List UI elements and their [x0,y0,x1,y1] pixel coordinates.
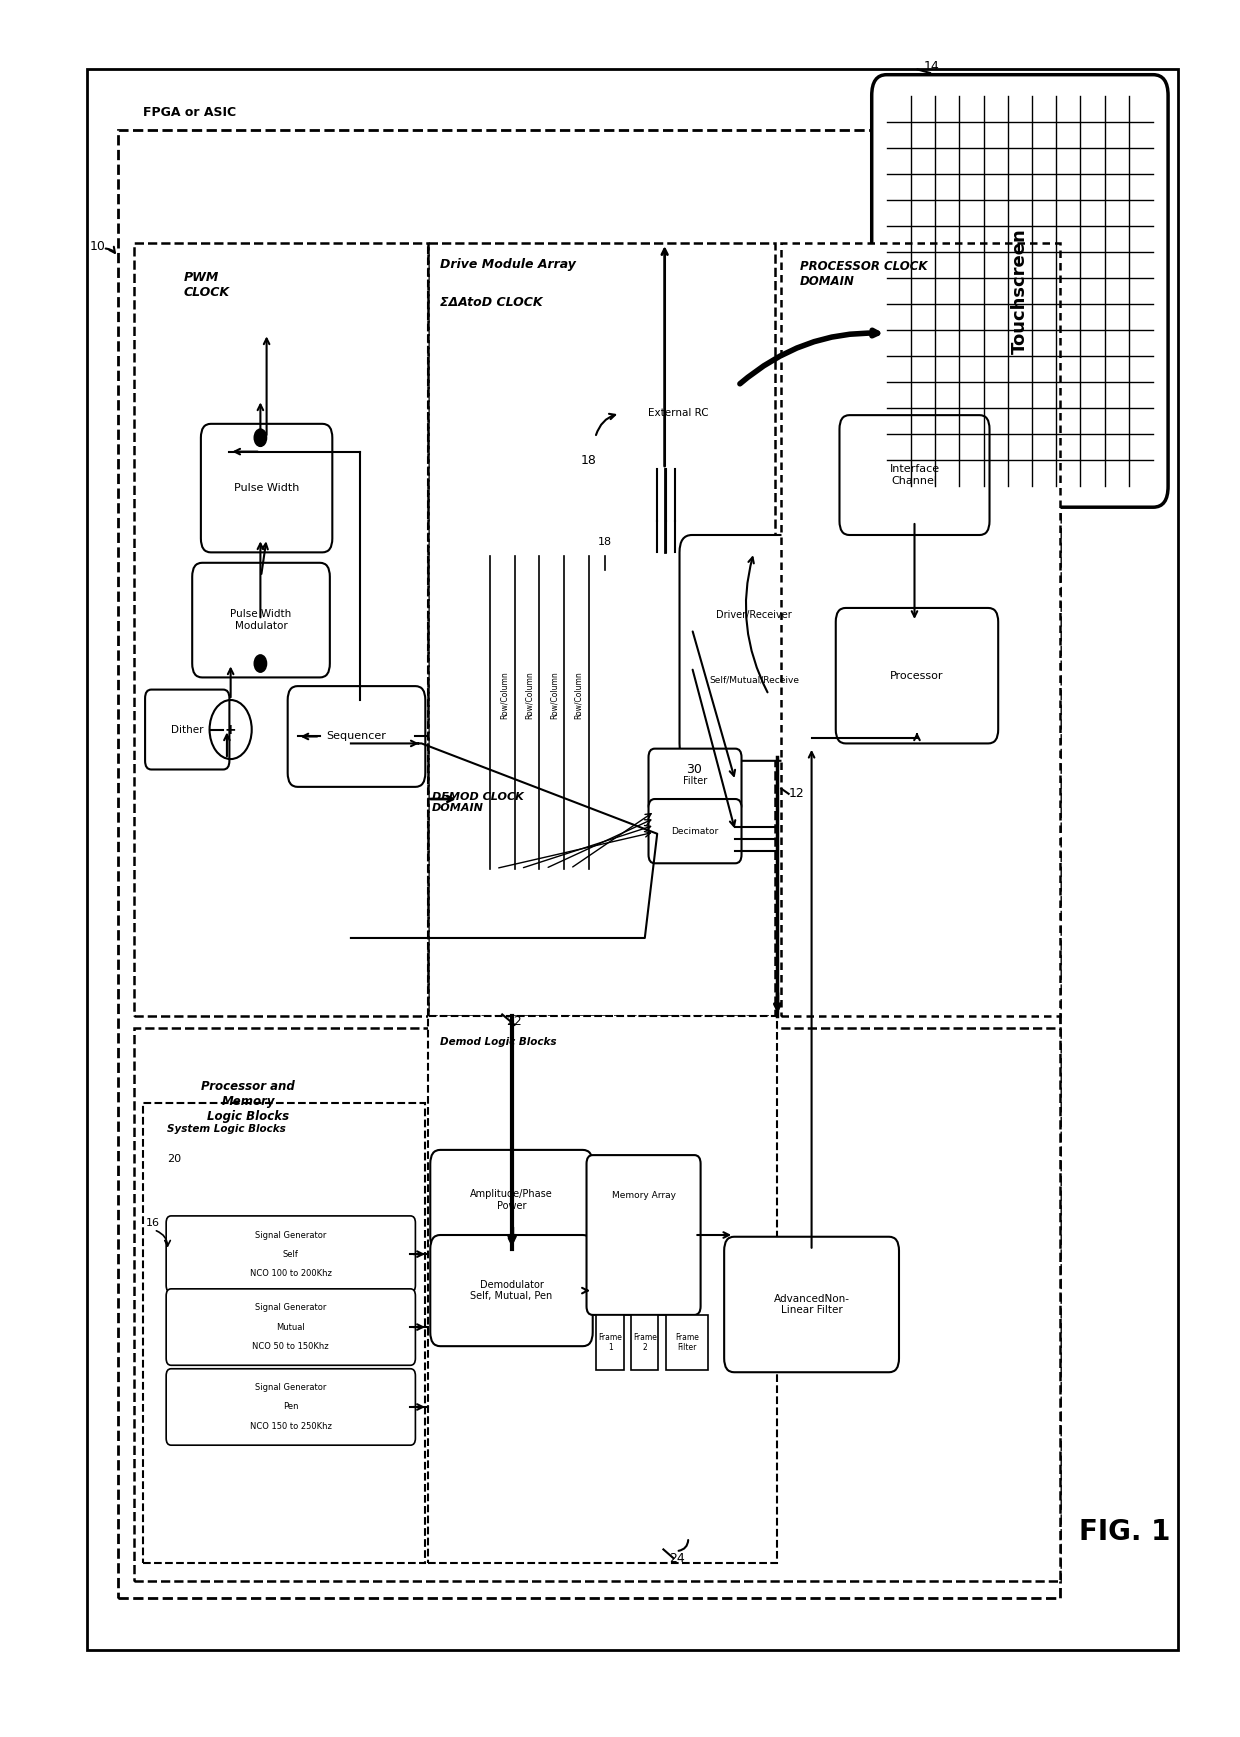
Text: Amplitude/Phase
Power: Amplitude/Phase Power [470,1190,553,1211]
FancyBboxPatch shape [636,393,774,521]
Text: Drive Module Array: Drive Module Array [440,257,577,271]
FancyBboxPatch shape [680,535,828,761]
Text: Self/Mutual/Receive: Self/Mutual/Receive [709,676,799,684]
FancyBboxPatch shape [430,1235,593,1346]
Text: System Logic Blocks: System Logic Blocks [167,1124,286,1134]
Text: 12: 12 [789,787,805,801]
Text: 18: 18 [580,453,596,467]
Bar [428,243,775,1016]
FancyBboxPatch shape [145,690,229,769]
FancyBboxPatch shape [604,354,742,483]
FancyBboxPatch shape [201,424,332,552]
Text: Row/Column: Row/Column [549,670,558,719]
Text: NCO 100 to 200Khz: NCO 100 to 200Khz [249,1268,332,1278]
Text: Processor and
Memory
Logic Blocks: Processor and Memory Logic Blocks [201,1080,295,1124]
Text: 22: 22 [506,1014,522,1028]
FancyBboxPatch shape [839,415,990,535]
Text: Filter: Filter [683,776,707,785]
FancyBboxPatch shape [620,373,758,502]
Text: Frame
2: Frame 2 [632,1332,657,1353]
Text: 16: 16 [146,1218,160,1228]
Text: AdvancedNon-
Linear Filter: AdvancedNon- Linear Filter [774,1294,849,1315]
Text: Memory Array: Memory Array [611,1190,676,1200]
FancyBboxPatch shape [872,75,1168,507]
Text: FPGA or ASIC: FPGA or ASIC [143,106,236,120]
Text: Sequencer: Sequencer [326,731,387,742]
Text: Demodulator
Self, Mutual, Pen: Demodulator Self, Mutual, Pen [470,1280,553,1301]
FancyBboxPatch shape [587,1155,701,1315]
Text: Touchscreen: Touchscreen [1011,228,1029,354]
Text: Signal Generator: Signal Generator [255,1303,326,1313]
Text: NCO 50 to 150Khz: NCO 50 to 150Khz [253,1341,329,1351]
Text: 24: 24 [670,1551,686,1565]
Text: FIG. 1: FIG. 1 [1079,1518,1171,1546]
Bar [118,130,1060,1598]
FancyBboxPatch shape [649,799,742,863]
Text: Signal Generator: Signal Generator [255,1230,326,1240]
FancyBboxPatch shape [166,1289,415,1365]
FancyBboxPatch shape [166,1369,415,1445]
Circle shape [254,429,267,446]
Text: 20: 20 [167,1153,181,1164]
Text: Pen: Pen [283,1402,299,1412]
Bar [781,243,1060,1016]
Text: Row/Column: Row/Column [500,670,508,719]
Text: Signal Generator: Signal Generator [255,1383,326,1393]
Text: PWM
CLOCK: PWM CLOCK [184,271,229,299]
FancyBboxPatch shape [430,1150,593,1251]
FancyBboxPatch shape [166,1216,415,1292]
Text: 10: 10 [89,240,105,254]
FancyBboxPatch shape [288,686,425,787]
Text: Row/Column: Row/Column [525,670,533,719]
Bar [87,69,1178,1650]
Bar [428,1016,777,1563]
Bar [596,1315,624,1370]
Text: 14: 14 [924,59,940,73]
Text: Interface
Channel: Interface Channel [889,464,940,486]
Bar [134,243,428,1016]
Text: 30: 30 [686,763,702,776]
Bar [666,1315,708,1370]
FancyBboxPatch shape [192,563,330,677]
Bar [134,1028,1060,1581]
Text: Decimator: Decimator [671,827,719,835]
Text: +: + [224,723,237,736]
FancyBboxPatch shape [836,608,998,743]
Text: Frame
Filter: Frame Filter [675,1332,699,1353]
Text: 18: 18 [598,537,613,547]
Text: Frame
1: Frame 1 [598,1332,622,1353]
Text: NCO 150 to 250Khz: NCO 150 to 250Khz [249,1421,332,1431]
Bar [143,1103,425,1563]
Circle shape [254,655,267,672]
Text: PROCESSOR CLOCK
DOMAIN: PROCESSOR CLOCK DOMAIN [800,261,928,288]
FancyBboxPatch shape [724,1237,899,1372]
Text: Self: Self [283,1249,299,1259]
Text: Pulse Width
Modulator: Pulse Width Modulator [231,610,291,631]
Text: Driver/Receiver: Driver/Receiver [715,610,792,620]
FancyBboxPatch shape [649,749,742,813]
Text: Mutual: Mutual [277,1322,305,1332]
Text: Row/Column: Row/Column [574,670,583,719]
Text: External RC: External RC [649,408,708,419]
Text: Dither: Dither [171,724,203,735]
Text: Demod Logic Blocks: Demod Logic Blocks [440,1037,557,1047]
Text: Pulse Width: Pulse Width [234,483,299,493]
Text: DEMOD CLOCK
DOMAIN: DEMOD CLOCK DOMAIN [432,792,523,813]
Text: ΣΔAtoD CLOCK: ΣΔAtoD CLOCK [440,295,543,309]
Text: Processor: Processor [890,670,944,681]
Bar [631,1315,658,1370]
